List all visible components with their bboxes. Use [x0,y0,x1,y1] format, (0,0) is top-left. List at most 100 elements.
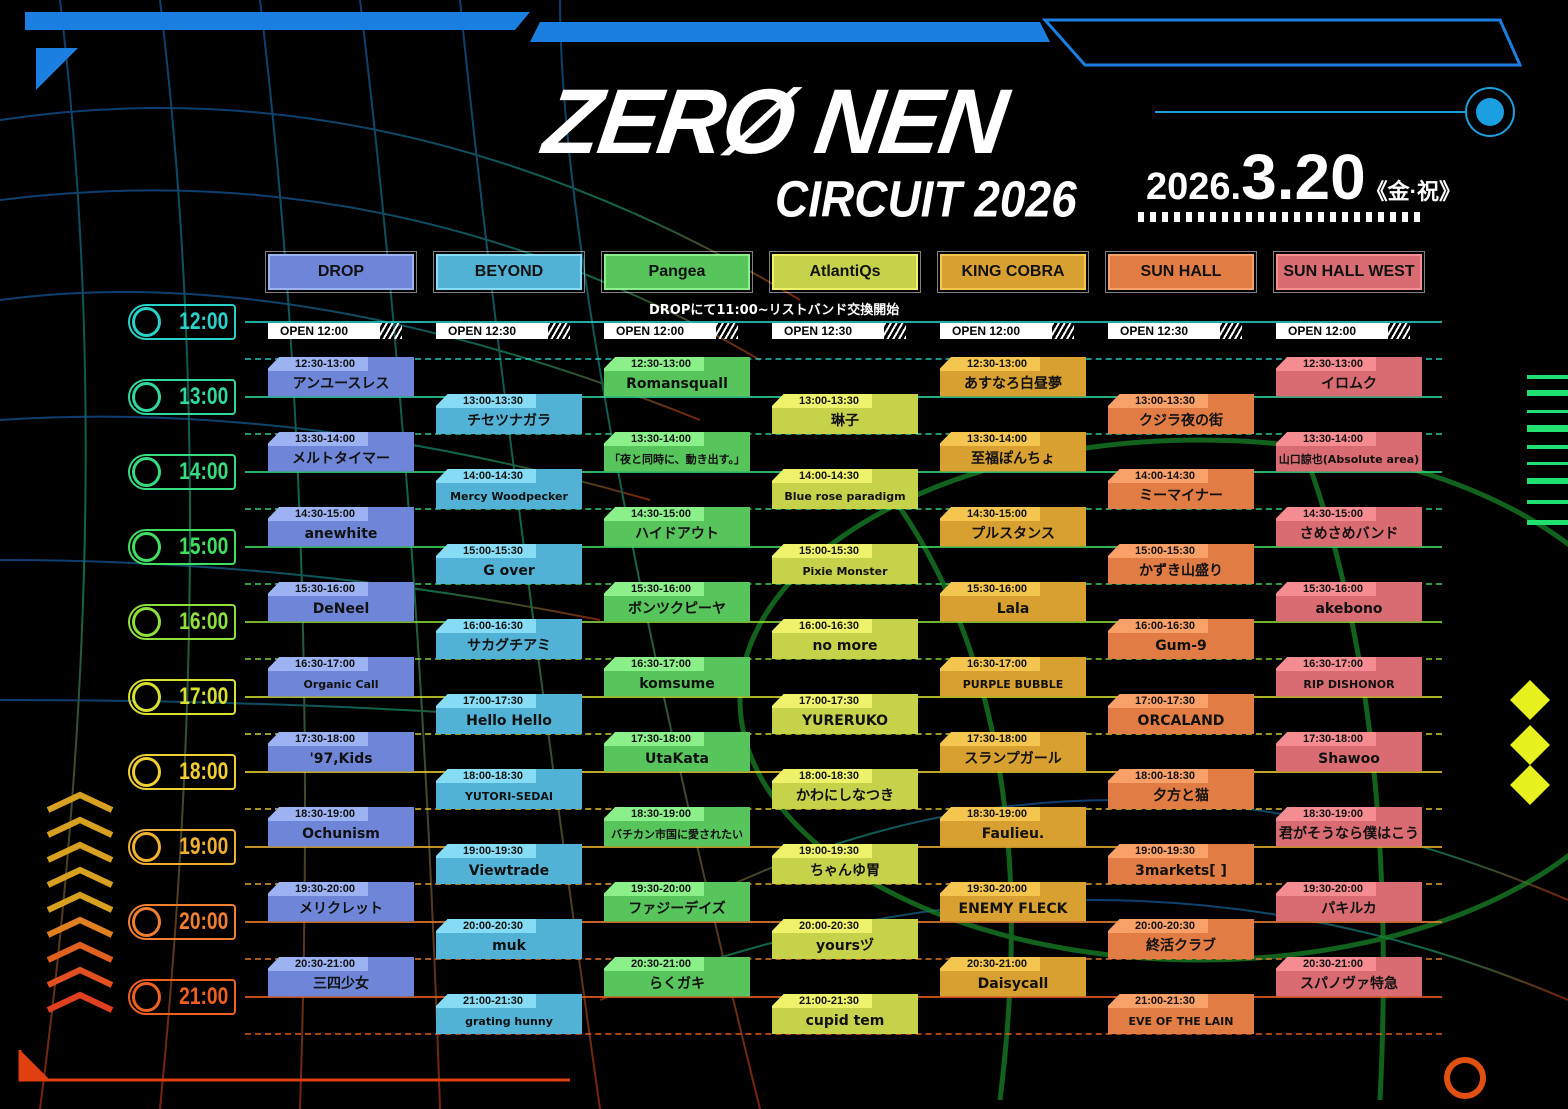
set-block: 15:30-16:00 DeNeel [268,581,414,622]
set-block: 16:00-16:30 no more [772,619,918,659]
half-hour-line [245,733,1442,735]
artist-name: プルスタンス [971,525,1055,542]
clock-ring-icon [132,607,161,637]
stage-header-atlantiqs: AtlantiQs [769,251,921,293]
artist-name: komsume [639,675,715,692]
set-block: 19:00-19:30 Viewtrade [436,844,582,884]
artist-name: ちゃんゆ胃 [810,863,880,879]
clock-ring-icon [132,757,161,787]
artist-name: ボンツクピーヤ [628,600,726,617]
set-block: 21:00-21:30 EVE OF THE LAIN [1108,994,1254,1034]
set-time: 15:30-16:00 [1276,581,1376,596]
set-block: 13:30-14:00 メルトタイマー [268,431,414,472]
set-time: 20:30-21:00 [1276,956,1376,971]
artist-name: イロムク [1321,375,1377,392]
set-time: 14:30-15:00 [604,506,704,521]
half-hour-line [245,358,1442,360]
artist-name: 山口諒也(Absolute area) [1278,452,1420,466]
set-time: 13:30-14:00 [940,431,1040,446]
set-block: 12:30-13:00 あすなろ白昼夢 [940,356,1086,397]
time-label: 21:00 [128,979,236,1015]
clock-ring-icon [132,907,161,937]
clock-ring-icon [132,457,161,487]
set-block: 16:30-17:00 komsume [604,656,750,697]
set-time: 20:00-20:30 [1108,919,1208,933]
set-block: 18:30-19:00 君がそうなら僕はこう [1276,806,1422,847]
artist-name: ハイドアウト [635,525,719,542]
set-block: 19:30-20:00 ENEMY FLECK [940,881,1086,922]
set-time: 13:30-14:00 [604,431,704,446]
set-block: 20:00-20:30 muk [436,919,582,959]
set-block: 14:30-15:00 さめさめバンド [1276,506,1422,547]
set-block: 15:30-16:00 ボンツクピーヤ [604,581,750,622]
set-block: 14:00-14:30 ミーマイナー [1108,469,1254,509]
artist-name: らくガキ [649,975,705,992]
set-block: 17:30-18:00 '97,Kids [268,731,414,772]
set-time: 21:00-21:30 [436,994,536,1008]
set-time: 12:30-13:00 [604,356,704,371]
set-time: 13:00-13:30 [1108,394,1208,408]
artist-name: かわにしなつき [796,788,894,804]
set-block: 16:30-17:00 RIP DISHONOR [1276,656,1422,697]
artist-name: クジラ夜の街 [1139,413,1223,429]
date-year: 2026. [1146,166,1242,208]
set-block: 13:30-14:00 山口諒也(Absolute area) [1276,431,1422,472]
artist-name: ORCALAND [1137,713,1225,729]
set-time: 14:30-15:00 [1276,506,1376,521]
half-hour-line [245,583,1442,585]
artist-name: Shawoo [1318,750,1380,767]
open-time-label: OPEN 12:00 [604,323,738,339]
set-block: 18:30-19:00 バチカン市国に愛されたい [604,806,750,847]
artist-name: Blue rose paradigm [784,490,906,503]
set-time: 15:00-15:30 [1108,544,1208,558]
set-block: 15:00-15:30 G over [436,544,582,584]
set-time: 15:00-15:30 [772,544,872,558]
set-block: 14:30-15:00 ハイドアウト [604,506,750,547]
set-block: 20:00-20:30 終活クラブ [1108,919,1254,959]
date-weekday: 《金·祝》 [1365,179,1461,204]
artist-name: かずき山盛り [1139,563,1223,579]
time-label: 17:00 [128,679,236,715]
set-block: 20:30-21:00 三四少女 [268,956,414,997]
set-block: 14:30-15:00 anewhite [268,506,414,547]
time-label: 13:00 [128,379,236,415]
artist-name: Mercy Woodpecker [450,490,568,503]
stage-header-drop: DROP [265,251,417,293]
set-block: 19:30-20:00 ファジーデイズ [604,881,750,922]
artist-name: アンユースレス [292,375,390,392]
set-time: 16:00-16:30 [772,619,872,633]
stage-header-beyond: BEYOND [433,251,585,293]
time-label: 14:00 [128,454,236,490]
time-label: 18:00 [128,754,236,790]
time-label: 12:00 [128,304,236,340]
set-time: 15:00-15:30 [436,544,536,558]
artist-name: パキルカ [1321,900,1377,917]
time-label: 20:00 [128,904,236,940]
stage-header-pangea: Pangea [601,251,753,293]
time-label: 15:00 [128,529,236,565]
artist-name: 至福ぽんちょ [971,450,1055,467]
clock-ring-icon [132,382,161,412]
set-block: 12:30-13:00 Romansquall [604,356,750,397]
set-block: 17:00-17:30 ORCALAND [1108,694,1254,734]
half-hour-line [245,658,1442,660]
set-block: 17:30-18:00 Shawoo [1276,731,1422,772]
set-block: 17:00-17:30 YURERUKO [772,694,918,734]
set-time: 15:30-16:00 [268,581,368,596]
set-block: 15:30-16:00 akebono [1276,581,1422,622]
set-block: 19:30-20:00 メリクレット [268,881,414,922]
set-time: 16:00-16:30 [1108,619,1208,633]
artist-name: grating hunny [465,1015,553,1028]
set-time: 19:30-20:00 [268,881,368,896]
set-time: 14:00-14:30 [1108,469,1208,483]
half-hour-line [245,1033,1442,1035]
set-time: 14:00-14:30 [772,469,872,483]
set-time: 14:30-15:00 [268,506,368,521]
set-time: 13:00-13:30 [436,394,536,408]
set-time: 12:30-13:00 [268,356,368,371]
set-block: 13:00-13:30 チセツナガラ [436,394,582,434]
set-time: 20:30-21:00 [604,956,704,971]
set-time: 16:30-17:00 [1276,656,1376,671]
clock-ring-icon [132,532,161,562]
set-time: 18:30-19:00 [604,806,704,821]
